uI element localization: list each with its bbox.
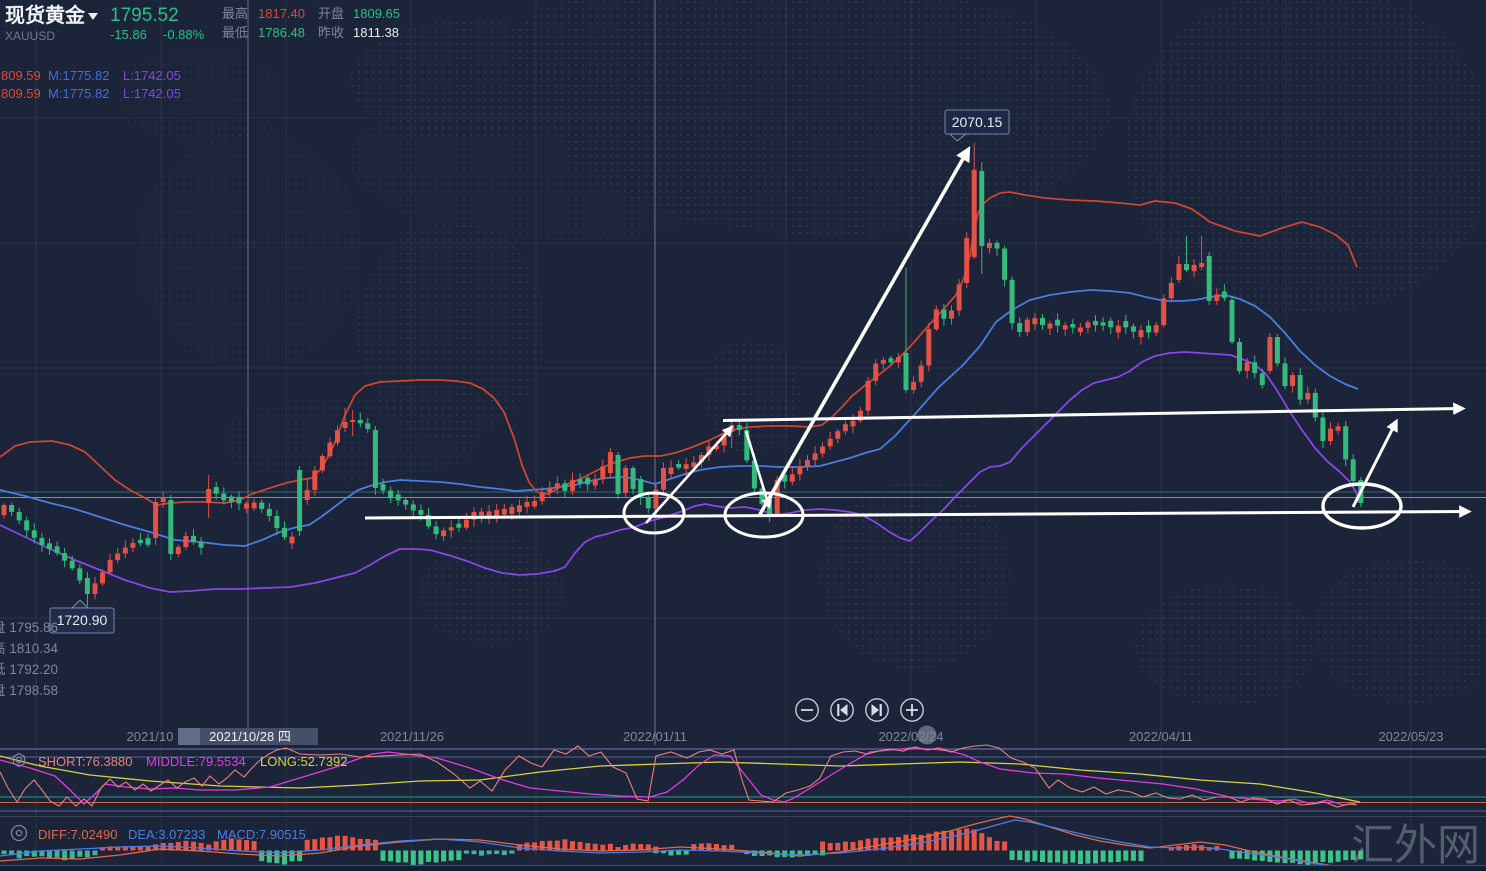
svg-text:M:1775.82: M:1775.82 [48,86,109,101]
svg-text:LONG:52.7392: LONG:52.7392 [260,754,347,769]
svg-text:M:1775.82: M:1775.82 [48,68,109,83]
svg-text:开盘: 开盘 [318,6,344,21]
svg-text:1811.38: 1811.38 [353,25,399,40]
svg-text:2070.15: 2070.15 [952,114,1003,130]
svg-text:-15.86: -15.86 [110,27,147,42]
svg-text:高 1810.34: 高 1810.34 [0,640,59,656]
svg-text:2022/05/23: 2022/05/23 [1378,729,1443,744]
svg-text:低 1792.20: 低 1792.20 [0,662,58,677]
svg-text:汇外网: 汇外网 [1351,822,1480,870]
svg-text:昨收: 昨收 [318,25,344,40]
svg-text:1720.90: 1720.90 [57,612,108,628]
svg-text:MACD:7.90515: MACD:7.90515 [217,827,306,842]
svg-text:最低: 最低 [222,25,248,40]
svg-text:1809.65: 1809.65 [353,6,400,21]
svg-text:2022/01/11: 2022/01/11 [623,729,687,744]
svg-text:MIDDLE:79.5534: MIDDLE:79.5534 [146,754,246,769]
svg-text:L:1742.05: L:1742.05 [123,68,181,83]
svg-text:L:1742.05: L:1742.05 [123,86,181,101]
svg-text:809.59: 809.59 [1,68,41,83]
svg-text:2021/10/28 四: 2021/10/28 四 [209,729,291,744]
svg-text:XAUUSD: XAUUSD [5,29,55,43]
svg-text:盘 1798.58: 盘 1798.58 [0,682,58,698]
svg-text:-0.88%: -0.88% [163,27,205,42]
svg-text:2021/10: 2021/10 [127,729,174,744]
svg-text:SHORT:76.3880: SHORT:76.3880 [38,754,132,769]
svg-text:2021/11/26: 2021/11/26 [380,729,444,744]
svg-text:盘 1795.86: 盘 1795.86 [0,619,58,635]
svg-text:2022/04/11: 2022/04/11 [1129,729,1193,744]
svg-text:809.59: 809.59 [1,86,41,101]
svg-text:1795.52: 1795.52 [110,5,179,26]
svg-text:DEA:3.07233: DEA:3.07233 [128,827,205,842]
svg-text:1817.40: 1817.40 [258,6,305,21]
svg-text:2022/02/24: 2022/02/24 [878,729,943,744]
svg-text:DIFF:7.02490: DIFF:7.02490 [38,827,118,842]
svg-text:最高: 最高 [222,6,248,21]
svg-text:现货黄金: 现货黄金 [5,3,86,27]
svg-text:1786.48: 1786.48 [258,25,305,40]
